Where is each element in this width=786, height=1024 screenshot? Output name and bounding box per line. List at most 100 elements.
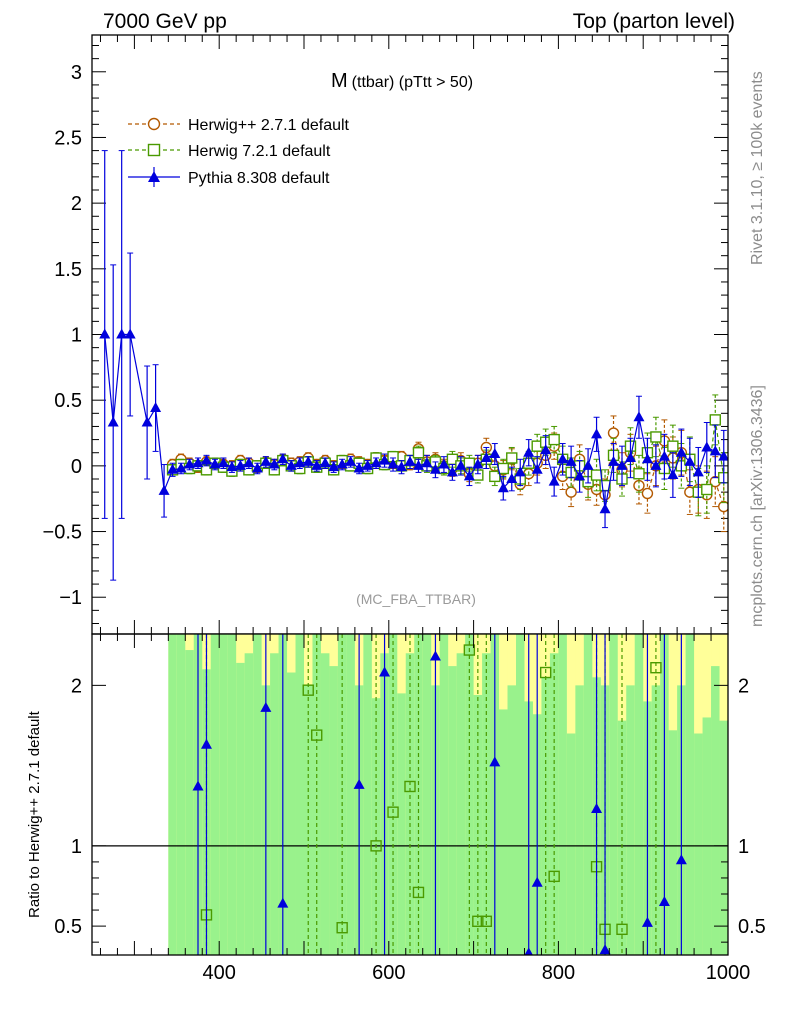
mcplots-source-label: mcplots.cern.ch [arXiv:1306.3436] — [749, 385, 766, 627]
band-green — [253, 634, 263, 955]
data-point-square — [709, 414, 721, 426]
data-point-triangle — [124, 328, 136, 339]
ratio-point-square — [387, 806, 399, 818]
ratio-y-tick-label-right: 2 — [738, 675, 749, 697]
x-tick-label: 400 — [203, 962, 236, 984]
data-point-triangle — [268, 458, 280, 469]
data-point-triangle — [540, 444, 552, 455]
data-point-square — [667, 440, 679, 452]
ratio-point-triangle — [353, 778, 365, 789]
ratio-y-tick-label-left: 0.5 — [54, 916, 82, 938]
band-green — [176, 634, 186, 955]
data-point-triangle — [379, 454, 391, 465]
bottom-frame — [91, 633, 729, 956]
ratio-y-tick-label-left: 1 — [71, 836, 82, 858]
data-point-triangle — [167, 463, 179, 474]
data-point-triangle — [116, 328, 128, 339]
data-point-circle — [718, 500, 728, 513]
band-green — [219, 634, 229, 955]
data-point-triangle — [463, 470, 475, 481]
data-point-triangle — [370, 457, 382, 468]
band-green — [651, 685, 661, 955]
band-green — [465, 634, 475, 955]
data-point-triangle — [99, 328, 111, 339]
band-green — [422, 634, 432, 955]
data-point-triangle — [472, 458, 484, 469]
y-tick-label: 2.5 — [54, 127, 82, 149]
data-point-triangle — [489, 448, 501, 459]
ratio-point-triangle — [277, 897, 289, 908]
ratio-y-tick-label-left: 2 — [71, 675, 82, 697]
ratio-point-triangle — [489, 756, 501, 767]
data-point-circle — [565, 486, 577, 498]
uncertainty-band — [168, 634, 728, 955]
data-point-triangle — [107, 416, 119, 427]
data-point-square — [412, 447, 425, 459]
y-tick-label: 2 — [71, 193, 82, 215]
data-point-triangle — [599, 503, 611, 514]
rivet-version-label: Rivet 3.1.10, ≥ 100k events — [749, 71, 766, 265]
band-green — [609, 634, 619, 955]
data-point-triangle — [336, 458, 348, 469]
band-green — [210, 634, 220, 955]
data-point-triangle — [480, 451, 492, 462]
band-green — [516, 634, 525, 955]
band-green — [711, 666, 721, 955]
ratio-point-square — [412, 886, 425, 899]
data-point-triangle — [506, 472, 518, 483]
data-point-triangle — [387, 458, 399, 469]
analysis-label: (MC_FBA_TTBAR) — [356, 591, 476, 607]
band-green — [719, 720, 728, 955]
band-green — [185, 650, 195, 955]
series-line-2 — [104, 333, 725, 510]
ratio-point-triangle — [531, 876, 543, 887]
data-point-triangle — [421, 457, 433, 468]
band-green — [346, 634, 356, 955]
y-tick-label: 1 — [71, 325, 82, 347]
band-green — [448, 666, 458, 955]
ratio-point-square — [539, 666, 552, 679]
data-point-triangle — [582, 459, 594, 470]
ratio-point-triangle — [591, 802, 603, 813]
band-green — [685, 634, 695, 955]
data-point-triangle — [446, 466, 458, 477]
band-green — [634, 634, 644, 955]
data-point-triangle — [328, 461, 340, 472]
y-tick-label: 1.5 — [54, 259, 82, 281]
legend-label: Herwig++ 2.7.1 default — [188, 117, 350, 134]
band-green — [270, 653, 280, 955]
ratio-plot-panel: 0.5 0.5 1 1 2 2 400 600 800 1000 Ratio to Herwig++… — [26, 633, 766, 984]
band-green — [388, 634, 398, 955]
ratio-point-square — [616, 923, 628, 936]
band-green — [295, 634, 305, 955]
data-point-triangle — [141, 416, 153, 427]
data-point-triangle — [184, 458, 196, 469]
band-green — [244, 653, 254, 955]
data-point-triangle — [251, 462, 263, 473]
data-point-triangle — [234, 459, 246, 470]
data-point-triangle — [565, 455, 577, 466]
data-point-triangle — [175, 462, 187, 473]
data-point-triangle — [633, 411, 645, 422]
data-point-triangle — [557, 453, 569, 464]
main-plot-panel: −1−0.500.511.522.53 M (ttbar) (pTtt > 50)(… — [43, 34, 729, 635]
ratio-point-square — [548, 870, 560, 883]
data-point-triangle — [362, 459, 374, 470]
ratio-y-tick-label-right: 1 — [738, 836, 749, 858]
legend-marker — [147, 117, 161, 131]
data-point-triangle — [608, 455, 620, 466]
ratio-y-axis-label: Ratio to Herwig++ 2.7.1 default — [26, 710, 43, 918]
data-point-triangle — [294, 457, 306, 468]
band-green — [227, 634, 237, 955]
ratio-point-square — [336, 922, 348, 934]
ratio-point-square — [472, 915, 484, 927]
data-point-square — [650, 431, 662, 443]
data-point-triangle — [260, 455, 272, 466]
plot-title-main: M — [331, 70, 348, 92]
band-green — [694, 733, 704, 955]
band-green — [558, 634, 568, 955]
band-green — [168, 634, 178, 955]
ratio-series-group — [192, 634, 687, 955]
x-tick-label: 1000 — [706, 962, 751, 984]
ratio-point-square — [302, 684, 314, 696]
